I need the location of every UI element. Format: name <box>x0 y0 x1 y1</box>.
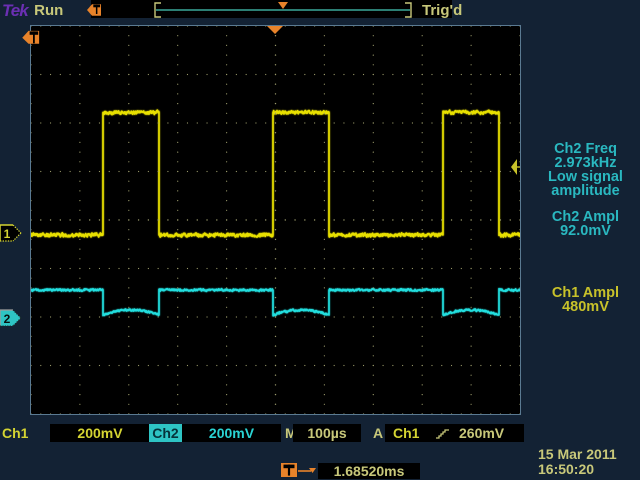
svg-text:2: 2 <box>4 312 11 326</box>
svg-text:1: 1 <box>4 227 11 241</box>
